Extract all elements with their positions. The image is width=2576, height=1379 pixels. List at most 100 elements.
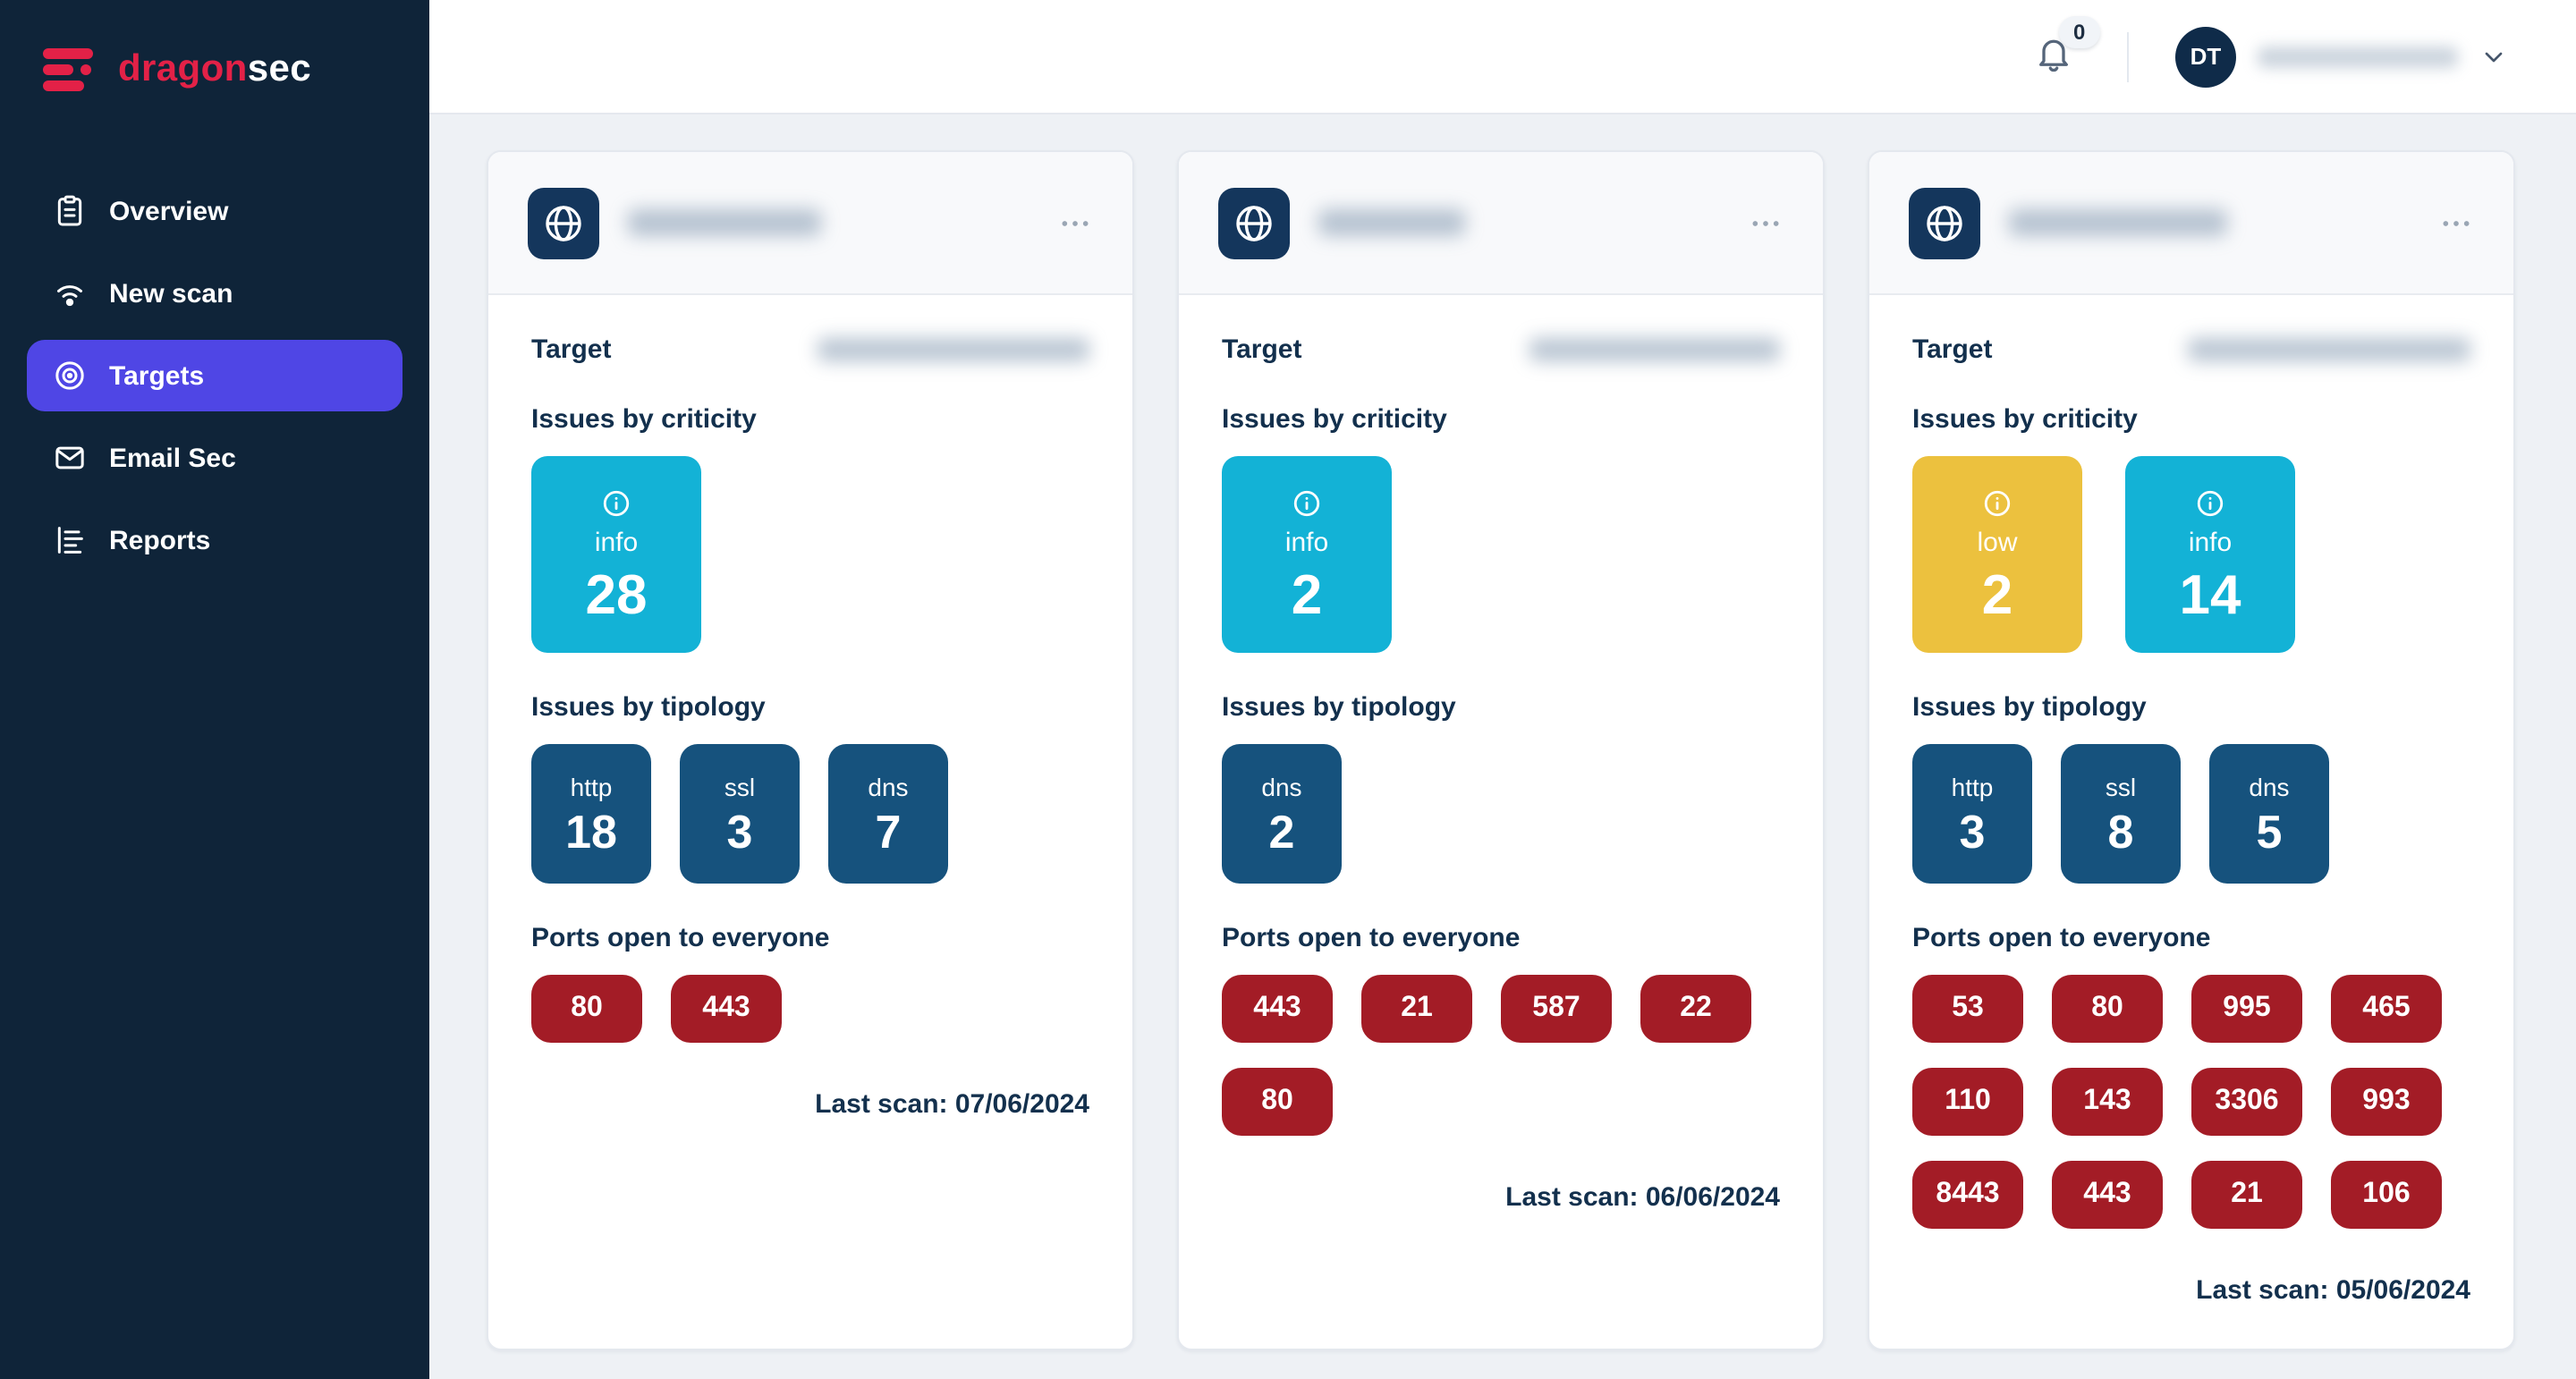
tipology-label: ssl [2105,773,2137,801]
info-circle-icon [601,487,631,518]
ellipsis-icon [2443,220,2470,225]
clipboard-icon [52,193,88,229]
sidebar-item-label: Reports [109,525,211,555]
ports-section-label: Ports open to everyone [531,923,830,953]
tipology-label: http [1951,773,1994,801]
criticity-section-label: Issues by criticity [1222,404,1447,435]
sidebar-item-new-scan[interactable]: New scan [27,258,402,329]
main-area: 0 DT [429,0,2576,1379]
scan-icon [52,275,88,311]
tipology-section-label: Issues by tipology [1222,692,1456,723]
target-card-header [1179,152,1823,295]
card-menu-button[interactable] [1748,205,1784,241]
port-badge: 443 [1222,975,1333,1043]
tipology-count: 3 [1959,805,1986,859]
sidebar-item-email-sec[interactable]: Email Sec [27,422,402,494]
port-badge: 587 [1501,975,1612,1043]
redacted-username [2258,46,2458,67]
reports-icon [52,522,88,558]
tipology-badge: http 18 [531,744,651,884]
sidebar-item-label: Email Sec [109,443,236,473]
tipology-label: dns [1261,773,1302,801]
brand-logo: dragonsec [0,0,429,129]
port-badge: 443 [671,975,782,1043]
criticity-label: low [1977,527,2018,557]
sidebar-item-reports[interactable]: Reports [27,504,402,576]
port-badge: 8443 [1912,1161,2023,1229]
redacted-target-url [818,338,1089,361]
chevron-down-icon [2479,42,2508,71]
criticity-section-label: Issues by criticity [1912,404,2138,435]
target-label: Target [1222,334,1302,365]
port-badge: 143 [2052,1068,2163,1136]
target-label: Target [1912,334,1993,365]
port-badge: 106 [2331,1161,2442,1229]
redacted-card-title [2009,209,2227,236]
user-menu[interactable]: DT [2175,26,2508,87]
port-badge: 443 [2052,1161,2163,1229]
criticity-count: 2 [1291,563,1323,625]
target-icon [52,358,88,393]
criticity-badge-info: info 14 [2125,456,2295,653]
target-card-body: Target Issues by criticity info 2 [1179,295,1823,1256]
ports-section-label: Ports open to everyone [1222,923,1521,953]
tipology-badges: dns 2 [1222,744,1780,884]
ports-section-label: Ports open to everyone [1912,923,2211,953]
redacted-card-title [1318,209,1465,236]
tipology-label: http [570,773,613,801]
ellipsis-icon [1752,220,1779,225]
sidebar-item-overview[interactable]: Overview [27,175,402,247]
card-menu-button[interactable] [2438,205,2474,241]
port-badge: 993 [2331,1068,2442,1136]
redacted-target-url [1530,338,1780,361]
ports-badges: 443 21 587 22 80 [1222,975,1780,1136]
criticity-label: info [2188,527,2233,557]
target-row: Target [1912,334,2470,365]
info-circle-icon [1292,487,1322,518]
redacted-target-url [2188,338,2470,361]
tipology-badge: http 3 [1912,744,2032,884]
port-badge: 465 [2331,975,2442,1043]
criticity-label: info [1284,527,1329,557]
criticity-badges: low 2 info 14 [1912,456,2470,653]
port-badge: 22 [1640,975,1751,1043]
target-row: Target [531,334,1089,365]
tipology-count: 8 [2107,805,2134,859]
tipology-label: dns [868,773,909,801]
target-row: Target [1222,334,1780,365]
card-menu-button[interactable] [1057,205,1093,241]
target-card-header [1869,152,2513,295]
target-card: Target Issues by criticity info 2 [1177,150,1825,1350]
tipology-badge: ssl 3 [680,744,800,884]
target-label: Target [531,334,612,365]
criticity-badge-low: low 2 [1912,456,2082,653]
target-card: Target Issues by criticity info 28 [487,150,1134,1350]
target-card-header [488,152,1132,295]
notification-count-badge: 0 [2059,15,2100,47]
brand-name: dragonsec [118,48,311,91]
tipology-count: 18 [565,805,617,859]
port-badge: 80 [2052,975,2163,1043]
tipology-section-label: Issues by tipology [1912,692,2147,723]
ports-badges: 53 80 995 465 110 143 3306 993 8443 443 … [1912,975,2470,1229]
content-area: Target Issues by criticity info 28 [429,114,2576,1379]
tipology-section-label: Issues by tipology [531,692,766,723]
criticity-count: 2 [1981,563,2013,625]
ellipsis-icon [1062,220,1089,225]
criticity-badge-info: info 28 [531,456,701,653]
notifications-button[interactable]: 0 [2034,15,2100,80]
topbar: 0 DT [429,0,2576,114]
criticity-count: 28 [585,563,648,625]
sidebar-item-label: New scan [109,278,233,309]
sidebar-item-targets[interactable]: Targets [27,340,402,411]
port-badge: 110 [1912,1068,2023,1136]
topbar-divider [2127,31,2129,81]
bell-icon [2039,38,2068,72]
port-badge: 995 [2191,975,2302,1043]
port-badge: 80 [531,975,642,1043]
port-badge: 21 [1361,975,1472,1043]
globe-icon [1218,187,1290,258]
globe-icon [1909,187,1980,258]
ports-badges: 80 443 [531,975,1089,1043]
